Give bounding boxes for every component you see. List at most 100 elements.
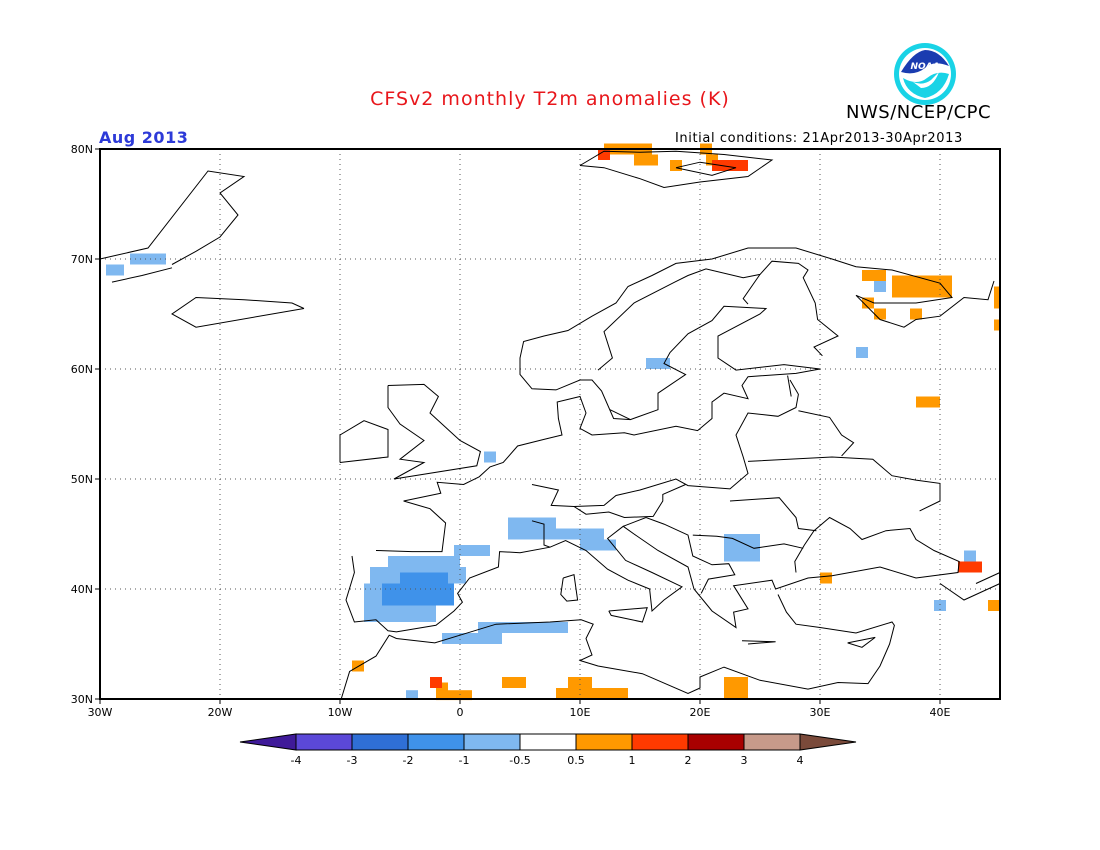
initial-conditions-label: Initial conditions: 21Apr2013-30Apr2013 (675, 131, 963, 146)
colorbar-swatch (575, 733, 633, 751)
colorbar-swatch (743, 733, 801, 751)
anomaly-cell (634, 154, 658, 166)
colorbar-underflow-arrow (239, 733, 297, 751)
anomaly-cell (598, 149, 610, 160)
colorbar-label: 1 (629, 754, 636, 767)
anomaly-cell (484, 451, 496, 463)
colorbar-swatch (295, 733, 353, 751)
colorbar-label: -2 (403, 754, 414, 767)
coastline (345, 516, 960, 633)
coastline (729, 497, 817, 532)
anomaly-cell (352, 660, 364, 672)
x-tick-label: 10E (570, 706, 591, 719)
coastlines-layer (99, 150, 1001, 700)
coastline (787, 375, 792, 397)
y-tick-label: 30N (71, 693, 93, 706)
coastline (692, 534, 804, 549)
map-grid (100, 149, 1000, 699)
coastline (387, 383, 481, 480)
colorbar-label: 0.5 (567, 754, 585, 767)
anomaly-cell (454, 545, 490, 556)
coastline (560, 574, 579, 602)
x-tick-label: 30W (88, 706, 113, 719)
anomaly-cell (892, 275, 952, 298)
anomaly-cell (916, 396, 940, 408)
anomaly-cell (862, 297, 874, 309)
anomaly-cell (724, 545, 760, 562)
x-tick-label: 10W (328, 706, 353, 719)
anomaly-cells-layer (106, 143, 1000, 701)
anomaly-cell (964, 550, 976, 562)
logo-text: NOAA (910, 62, 939, 72)
colorbar-swatch (631, 733, 689, 751)
colorbar: -4 -3 -2 -1 -0.5 0.5 1 2 3 4 (239, 733, 857, 767)
colorbar-label: -4 (291, 754, 302, 767)
anomaly-cell (988, 600, 1000, 611)
anomaly-cell (994, 319, 1000, 331)
noaa-logo: NOAA (894, 43, 956, 105)
x-tick-label: 0 (457, 706, 464, 719)
anomaly-cell (478, 622, 538, 633)
coastline (573, 484, 686, 519)
coastline (847, 636, 876, 648)
coastline (675, 161, 737, 176)
anomaly-cell (994, 286, 1000, 309)
colorbar-swatch (463, 733, 521, 751)
colorbar-swatch (407, 733, 465, 751)
anomaly-cell (430, 677, 442, 688)
y-tick-label: 50N (71, 473, 93, 486)
coastline (742, 274, 761, 305)
coastline (741, 640, 776, 645)
coastline (975, 572, 1001, 584)
colorbar-swatch (519, 733, 577, 751)
colorbar-label: -1 (459, 754, 470, 767)
anomaly-cell (382, 583, 454, 606)
anomaly-cell (130, 253, 166, 265)
x-tick-label: 30E (810, 706, 831, 719)
colorbar-label: 4 (797, 754, 804, 767)
coastline (531, 520, 551, 548)
coastline (608, 607, 648, 623)
colorbar-swatch (351, 733, 409, 751)
anomaly-cell (724, 534, 760, 545)
anomaly-cell (862, 270, 886, 281)
anomaly-cell (874, 281, 886, 292)
coastline (375, 247, 995, 553)
x-tick-label: 20W (208, 706, 233, 719)
anomaly-cell (724, 677, 748, 699)
map-title: CFSv2 monthly T2m anomalies (K) (370, 88, 730, 110)
anomaly-cell (646, 358, 670, 369)
anomaly-cell (580, 539, 616, 551)
coastline (579, 150, 774, 189)
coastline (939, 583, 1001, 601)
coastline (339, 420, 389, 463)
anomaly-cell (556, 688, 628, 699)
anomaly-cell (106, 264, 124, 276)
coastline (747, 456, 941, 512)
valid-month-label: Aug 2013 (99, 128, 189, 147)
x-tick-label: 20E (690, 706, 711, 719)
anomaly-cell (712, 160, 748, 171)
colorbar-label: -0.5 (509, 754, 530, 767)
anomaly-cell (400, 572, 424, 584)
anomaly-cell (670, 160, 682, 171)
coastline (340, 594, 895, 700)
agency-label: NWS/NCEP/CPC (846, 102, 992, 123)
coastline (111, 267, 173, 283)
colorbar-label: 3 (741, 754, 748, 767)
coastline (531, 379, 799, 508)
coastline (171, 296, 305, 328)
x-tick-label: 40E (930, 706, 951, 719)
anomaly-cell (820, 572, 832, 584)
coastline (99, 170, 246, 265)
coastline (597, 260, 839, 371)
y-tick-label: 40N (71, 583, 93, 596)
anomaly-cell (406, 690, 418, 699)
anomaly-cell (958, 561, 982, 573)
anomaly-cell (910, 308, 922, 320)
anomaly-cell (874, 308, 886, 320)
coastline (623, 516, 736, 594)
map-frame (99, 148, 1001, 700)
anomaly-cell (502, 677, 526, 688)
